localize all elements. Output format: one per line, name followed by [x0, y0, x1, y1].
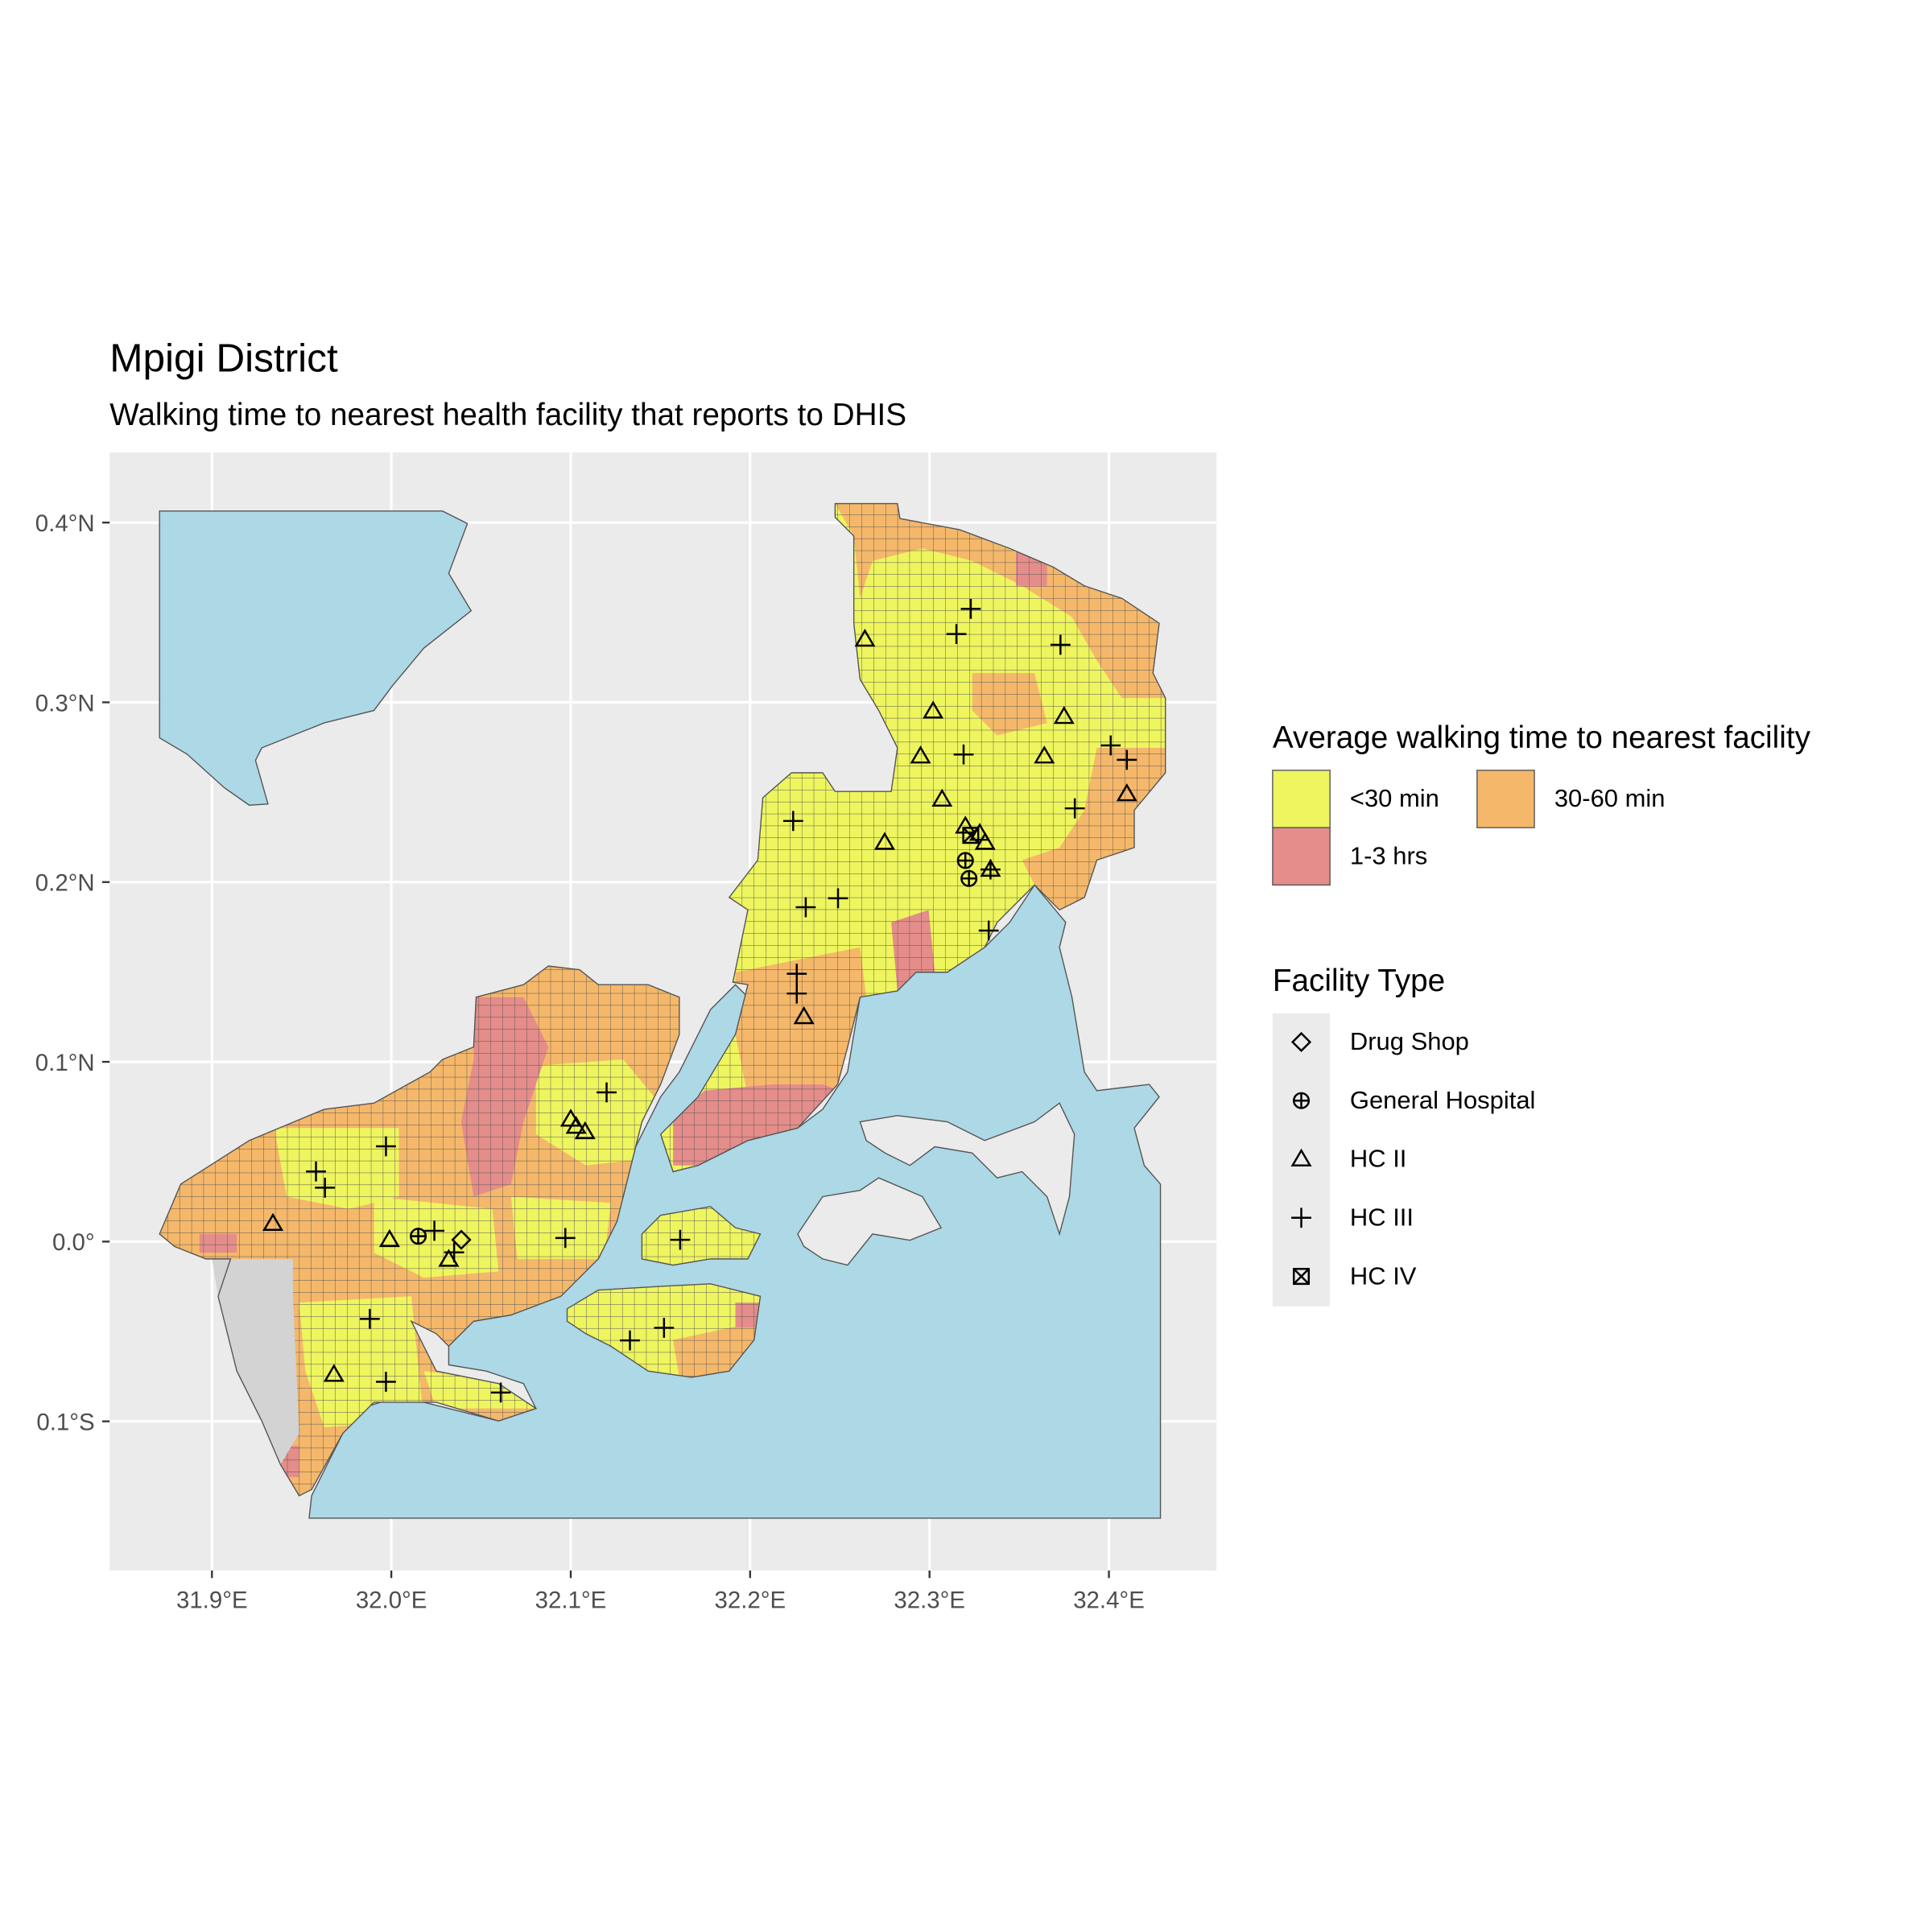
- facility-marker: [786, 964, 807, 985]
- facility-marker: [424, 1220, 444, 1241]
- facility-marker: [376, 1372, 396, 1392]
- facility-marker: [574, 1121, 596, 1140]
- facility-marker: [795, 897, 816, 918]
- legend-label: HC III: [1350, 1203, 1414, 1231]
- facility-marker: [1064, 798, 1085, 819]
- island: [859, 1102, 1075, 1236]
- facility-marker: [1117, 749, 1137, 770]
- facility-marker: [376, 1136, 396, 1157]
- facility-marker: [955, 815, 976, 834]
- shape-legend-key-background: [1272, 1013, 1331, 1307]
- legend-label: 1-3 hrs: [1350, 841, 1427, 869]
- legend-label: 30-60 min: [1554, 784, 1666, 812]
- fill-legend-title: Average walking time to nearest facility: [1273, 720, 1811, 755]
- legend-label: HC IV: [1350, 1261, 1417, 1290]
- facility-marker: [1050, 634, 1071, 655]
- facility-marker: [378, 1228, 400, 1248]
- facility-marker: [782, 811, 803, 832]
- facility-marker: [1100, 735, 1121, 756]
- facility-marker: [359, 1308, 380, 1329]
- shape-legend: Drug Shop General Hospital HC II HC III HC I…: [1290, 1027, 1536, 1290]
- legend-label: Drug Shop: [1350, 1027, 1469, 1055]
- facility-marker: [323, 1364, 345, 1382]
- lake-northwest: [159, 510, 473, 806]
- facility-marker: [962, 827, 980, 844]
- facility-marker: [315, 1177, 336, 1198]
- legend-label: HC II: [1350, 1145, 1407, 1173]
- y-tick-label: 0.0°: [52, 1229, 95, 1256]
- legend-label: <30 min: [1350, 784, 1439, 812]
- facility-marker: [974, 832, 996, 850]
- facility-marker: [262, 1212, 284, 1231]
- x-tick-label: 32.3°E: [894, 1587, 965, 1613]
- legend-key: [1292, 1092, 1311, 1109]
- y-tick-label: 0.1°S: [36, 1409, 94, 1435]
- facility-marker: [953, 744, 974, 765]
- chart-title: Mpigi District: [109, 336, 338, 380]
- no-data-area: [212, 1258, 299, 1465]
- axes: 31.9°E 32.0°E 32.1°E 32.2°E 32.3°E 32.4°E 0.1°…: [35, 510, 1145, 1613]
- facility-marker: [1053, 706, 1075, 724]
- island: [797, 1177, 943, 1266]
- facility-marker: [670, 1229, 691, 1250]
- y-tick-label: 0.3°N: [35, 690, 95, 716]
- facility-marker: [969, 823, 991, 841]
- x-tick-label: 31.9°E: [176, 1587, 248, 1613]
- facility-marker: [980, 859, 1001, 880]
- facility-marker: [620, 1330, 640, 1351]
- facility-points: [262, 598, 1137, 1403]
- facility-marker: [873, 832, 895, 850]
- y-tick-label: 0.2°N: [35, 870, 95, 897]
- facility-marker: [1034, 745, 1055, 764]
- facility-marker: [854, 628, 876, 647]
- facility-marker: [956, 852, 974, 869]
- facility-marker: [978, 920, 999, 941]
- legend-key: [1291, 1208, 1311, 1228]
- facility-marker: [946, 624, 967, 644]
- x-tick-label: 32.1°E: [535, 1587, 607, 1613]
- x-tick-label: 32.4°E: [1073, 1587, 1145, 1613]
- y-tick-label: 0.4°N: [35, 510, 95, 537]
- legend-swatch: [1272, 770, 1331, 828]
- legend-swatch: [1272, 827, 1331, 886]
- facility-marker: [565, 1116, 587, 1134]
- facility-marker: [654, 1318, 675, 1338]
- facility-marker: [793, 1005, 815, 1025]
- x-tick-label: 32.2°E: [715, 1587, 786, 1613]
- facility-marker: [451, 1229, 472, 1250]
- facility-marker: [1116, 783, 1137, 802]
- facility-marker: [438, 1249, 460, 1267]
- facility-marker: [597, 1082, 617, 1103]
- facility-marker: [410, 1228, 427, 1245]
- legend-key: [1290, 1148, 1312, 1166]
- facility-marker: [923, 700, 944, 719]
- legend-key: [1292, 1268, 1311, 1286]
- x-tick-label: 32.0°E: [356, 1587, 427, 1613]
- legend-swatch: [1476, 770, 1535, 828]
- facility-marker: [490, 1382, 511, 1403]
- y-tick-label: 0.1°N: [35, 1050, 95, 1076]
- facility-marker: [444, 1242, 464, 1263]
- facility-marker: [960, 598, 981, 619]
- facility-marker: [828, 888, 848, 909]
- facility-marker: [960, 869, 978, 887]
- facility-marker: [306, 1161, 326, 1182]
- facility-marker: [931, 788, 953, 807]
- shape-legend-title: Facility Type: [1273, 964, 1445, 998]
- legend-label: General Hospital: [1350, 1086, 1536, 1114]
- facility-marker: [555, 1228, 576, 1249]
- fill-legend: <30 min 30-60 min 1-3 hrs: [1272, 770, 1666, 886]
- chart-subtitle: Walking time to nearest health facility …: [109, 398, 906, 432]
- facility-marker: [786, 983, 807, 1004]
- legend-key: [1290, 1031, 1312, 1053]
- facility-marker: [910, 745, 931, 764]
